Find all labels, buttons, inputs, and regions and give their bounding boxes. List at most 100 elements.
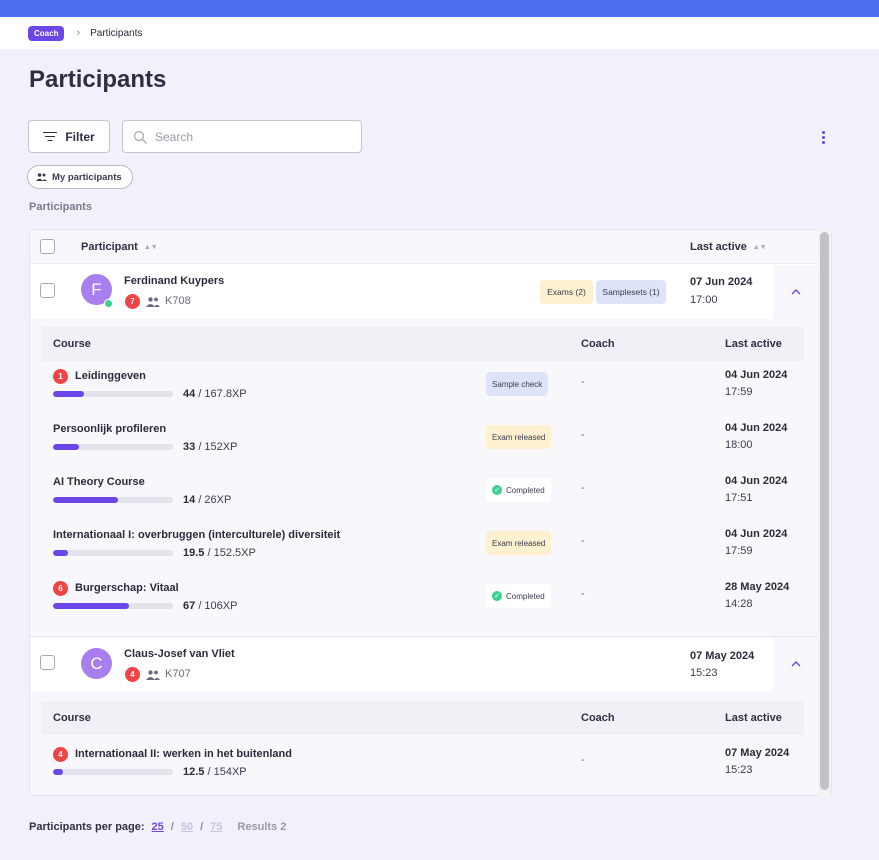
course-time: 17:59 <box>725 545 753 557</box>
per-page-label: Participants per page: <box>29 821 145 833</box>
course-xp: 67 / 106XP <box>183 600 238 612</box>
course-date: 04 Jun 2024 <box>725 422 788 434</box>
course-name[interactable]: Leidinggeven <box>75 370 146 382</box>
course-progress-bar <box>53 550 173 556</box>
pagination: Participants per page: 25 / 50 / 75 Resu… <box>29 821 286 833</box>
last-active-time: 15:23 <box>690 667 718 679</box>
course-last-active-header: Last active <box>725 712 782 724</box>
course-date: 07 May 2024 <box>725 747 790 759</box>
chevron-up-icon <box>791 661 801 667</box>
coach-column-header: Coach <box>581 712 615 724</box>
participant-code: K707 <box>165 668 191 680</box>
course-list: Course Coach Last active 4 Internationaa… <box>30 691 819 795</box>
course-row[interactable]: AI Theory Course 14 / 26XP ✓ Completed - … <box>41 468 804 521</box>
exams-tag[interactable]: Exams (2) <box>540 280 593 304</box>
participant-name[interactable]: Claus-Josef van Vliet <box>124 648 235 660</box>
search-field[interactable] <box>122 120 362 153</box>
course-date: 28 May 2024 <box>725 581 790 593</box>
course-name[interactable]: Burgerschap: Vitaal <box>75 582 179 594</box>
course-xp: 33 / 152XP <box>183 441 238 453</box>
sample-check-status[interactable]: Sample check <box>486 372 549 396</box>
per-page-75[interactable]: 75 <box>210 821 223 833</box>
course-row[interactable]: Persoonlijk profileren 33 / 152XP Exam r… <box>41 415 804 468</box>
per-page-25[interactable]: 25 <box>151 821 164 833</box>
course-coach: - <box>581 429 585 441</box>
course-xp: 19.5 / 152.5XP <box>183 547 256 559</box>
course-table-header: Course Coach Last active <box>41 701 804 735</box>
participant-name[interactable]: Ferdinand Kuypers <box>124 275 225 287</box>
people-icon <box>36 173 47 181</box>
course-time: 17:51 <box>725 492 753 504</box>
chevron-right-icon: › <box>76 27 81 39</box>
course-time: 18:00 <box>725 439 753 451</box>
course-name[interactable]: Internationaal II: werken in het buitenl… <box>75 748 292 760</box>
course-name[interactable]: Persoonlijk profileren <box>53 423 167 435</box>
course-progress-bar <box>53 391 173 397</box>
collapse-button[interactable] <box>773 265 819 319</box>
exam-released-status[interactable]: Exam released <box>486 531 552 555</box>
course-column-header: Course <box>53 712 91 724</box>
course-name[interactable]: Internationaal I: overbruggen (intercult… <box>53 529 341 541</box>
avatar: C <box>81 648 112 679</box>
course-column-header: Course <box>53 338 91 350</box>
breadcrumb-current: Participants <box>90 27 143 39</box>
filter-button-label: Filter <box>65 129 95 144</box>
notification-badge: 7 <box>125 294 140 309</box>
course-coach: - <box>581 482 585 494</box>
course-table-header: Course Coach Last active <box>41 327 804 361</box>
participant-row[interactable]: F Ferdinand Kuypers 7 K708 Exams (2) Sam… <box>30 265 819 319</box>
last-active-column-header[interactable]: Last active ▲▼ <box>690 241 767 253</box>
check-circle-icon: ✓ <box>492 591 502 601</box>
course-row[interactable]: 4 Internationaal II: werken in het buite… <box>41 737 804 790</box>
completed-status[interactable]: ✓ Completed <box>486 584 551 608</box>
course-time: 14:28 <box>725 598 753 610</box>
more-options-icon[interactable] <box>816 128 830 146</box>
filter-icon <box>43 131 58 142</box>
row-checkbox[interactable] <box>40 655 55 670</box>
breadcrumb: Coach › Participants <box>0 17 879 49</box>
course-progress-bar <box>53 444 173 450</box>
sort-icon: ▲▼ <box>752 244 767 251</box>
per-page-50[interactable]: 50 <box>180 821 194 833</box>
course-progress-bar <box>53 603 173 609</box>
notification-badge: 4 <box>125 667 140 682</box>
my-participants-chip[interactable]: My participants <box>27 165 133 189</box>
course-date: 04 Jun 2024 <box>725 475 788 487</box>
last-active-date: 07 Jun 2024 <box>690 276 753 288</box>
completed-status[interactable]: ✓ Completed <box>486 478 551 502</box>
online-status-dot <box>104 299 113 308</box>
course-progress-bar <box>53 497 173 503</box>
check-circle-icon: ✓ <box>492 485 502 495</box>
course-notification-badge: 4 <box>53 747 68 762</box>
course-xp: 12.5 / 154XP <box>183 766 247 778</box>
course-row[interactable]: 6 Burgerschap: Vitaal 67 / 106XP ✓ Comple… <box>41 574 804 627</box>
participant-row[interactable]: C Claus-Josef van Vliet 4 K707 07 May 20… <box>30 637 819 691</box>
samplesets-tag[interactable]: Samplesets (1) <box>596 280 666 304</box>
breadcrumb-coach-badge[interactable]: Coach <box>28 25 65 41</box>
participant-column-header[interactable]: Participant ▲▼ <box>81 241 158 253</box>
collapse-button[interactable] <box>773 637 819 691</box>
select-all-checkbox[interactable] <box>40 239 55 254</box>
course-progress-bar <box>53 769 173 775</box>
filter-button[interactable]: Filter <box>28 120 110 153</box>
course-xp: 44 / 167.8XP <box>183 388 247 400</box>
scrollbar-thumb[interactable] <box>820 232 829 790</box>
course-coach: - <box>581 754 585 766</box>
course-notification-badge: 6 <box>53 581 68 596</box>
top-accent-bar <box>0 0 879 17</box>
table-header: Participant ▲▼ Last active ▲▼ <box>30 230 819 264</box>
course-row[interactable]: 1 Leidinggeven 44 / 167.8XP Sample check… <box>41 362 804 415</box>
page-title: Participants <box>29 66 167 93</box>
course-row[interactable]: Internationaal I: overbruggen (intercult… <box>41 521 804 574</box>
pagination-separator: / <box>200 821 204 833</box>
course-xp: 14 / 26XP <box>183 494 232 506</box>
row-divider <box>30 636 819 637</box>
exam-released-status[interactable]: Exam released <box>486 425 552 449</box>
search-icon <box>133 130 147 144</box>
course-last-active-header: Last active <box>725 338 782 350</box>
participants-table: Participant ▲▼ Last active ▲▼ F Ferdinand … <box>29 229 832 796</box>
course-name[interactable]: AI Theory Course <box>53 476 145 488</box>
my-participants-label: My participants <box>52 171 122 183</box>
row-checkbox[interactable] <box>40 283 55 298</box>
search-input[interactable] <box>155 129 355 144</box>
